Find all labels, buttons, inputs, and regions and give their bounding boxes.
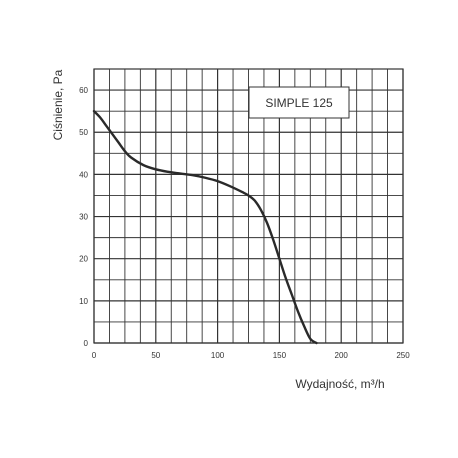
y-tick-label: 50: [79, 128, 88, 137]
chart-legend: SIMPLE 125: [248, 86, 350, 119]
x-tick-label: 250: [396, 351, 410, 360]
y-tick-label: 0: [84, 339, 89, 348]
legend-box: [248, 86, 350, 119]
x-axis-label: Wydajność, m³/h: [295, 377, 384, 391]
y-tick-label: 20: [79, 255, 88, 264]
x-tick-label: 50: [151, 351, 160, 360]
y-tick-label: 10: [79, 297, 88, 306]
series-line: [92, 109, 318, 345]
y-tick-label: 40: [79, 170, 88, 179]
x-tick-label: 100: [211, 351, 225, 360]
y-tick-label: 30: [79, 213, 88, 222]
x-tick-label: 0: [92, 351, 97, 360]
y-axis-label: Ciśnienie, Pa: [51, 69, 65, 140]
legend-series-label: SIMPLE 125: [265, 96, 333, 110]
chart-tick-labels: 0 50 100 150 200 250 0 10 20 30 40 50 60: [79, 86, 410, 360]
x-tick-label: 200: [335, 351, 349, 360]
chart-series: [92, 109, 318, 345]
x-tick-label: 150: [273, 351, 287, 360]
y-tick-label: 60: [79, 86, 88, 95]
